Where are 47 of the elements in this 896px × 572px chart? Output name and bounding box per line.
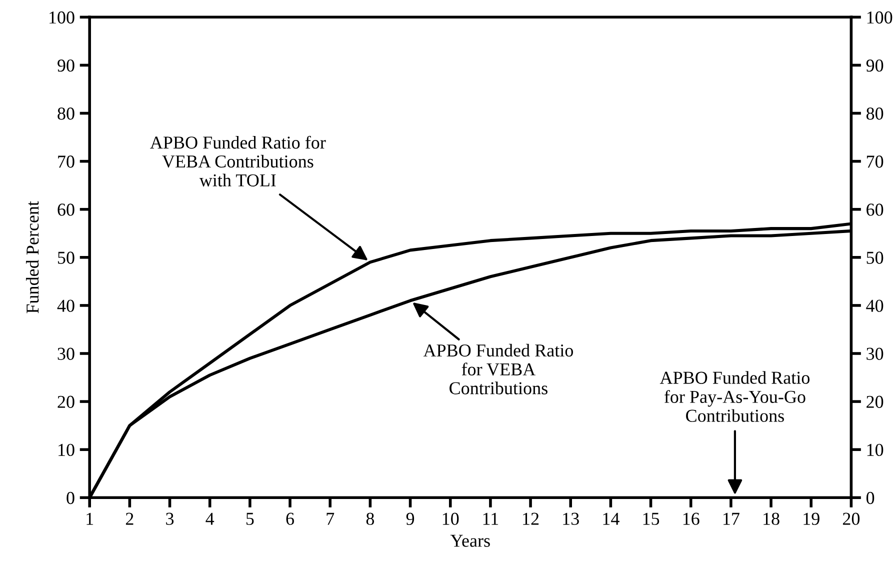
annotation: APBO Funded Ratio for Pay-As-You-Go Contributions: [660, 371, 810, 422]
x-tick-label: 15: [643, 512, 660, 525]
y-tick-label: 70: [58, 156, 74, 168]
y-tick-label: 30: [58, 348, 74, 360]
x-tick-label: 4: [206, 512, 214, 525]
y-tick-label: 90: [58, 59, 74, 72]
annotation: APBO Funded Ratio for VEBA Contributions with TOLI: [150, 136, 326, 186]
y-tick-label: 100: [50, 11, 74, 24]
x-tick-label: 2: [126, 512, 134, 525]
y2-tick-label: 80: [866, 108, 884, 120]
y2-tick-label: 60: [866, 204, 884, 216]
y-tick-label: 0: [66, 492, 74, 504]
x-tick-label: 6: [286, 512, 294, 525]
y2-tick-label: 100: [867, 11, 892, 24]
y-tick-label: 80: [58, 108, 74, 120]
y-axis-title: Funded Percent: [26, 201, 39, 314]
y2-tick-label: 0: [866, 492, 874, 504]
x-tick-label: 1: [86, 512, 94, 525]
x-tick-label: 9: [406, 512, 414, 525]
y2-tick-label: 50: [866, 252, 884, 264]
x-tick-label: 18: [764, 512, 780, 525]
x-tick-label: 19: [804, 512, 820, 525]
annotation: APBO Funded Ratio for VEBA Contributions: [423, 344, 574, 394]
x-tick-label: 17: [724, 512, 740, 525]
y2-tick-label: 10: [867, 444, 884, 456]
y2-tick-label: 90: [866, 59, 884, 72]
y2-tick-label: 20: [866, 396, 884, 408]
x-tick-label: 13: [563, 512, 579, 525]
x-tick-label: 7: [326, 512, 334, 525]
y-tick-label: 40: [57, 300, 74, 312]
x-tick-label: 5: [246, 512, 254, 525]
y-tick-label: 20: [58, 396, 74, 408]
y-tick-label: 60: [58, 204, 74, 216]
x-tick-label: 20: [842, 512, 860, 525]
x-tick-label: 11: [483, 512, 498, 525]
x-tick-label: 12: [523, 512, 539, 525]
y2-tick-label: 40: [866, 300, 884, 312]
y2-tick-label: 30: [866, 348, 884, 360]
y-tick-label: 50: [58, 252, 74, 264]
x-tick-label: 10: [442, 512, 459, 525]
x-tick-label: 3: [166, 512, 174, 525]
x-tick-label: 16: [683, 512, 700, 525]
x-tick-label: 8: [366, 512, 374, 525]
y2-tick-label: 70: [866, 156, 884, 168]
x-tick-label: 14: [603, 512, 620, 525]
y-tick-label: 10: [58, 444, 74, 456]
x-axis-title: Years: [450, 534, 490, 547]
